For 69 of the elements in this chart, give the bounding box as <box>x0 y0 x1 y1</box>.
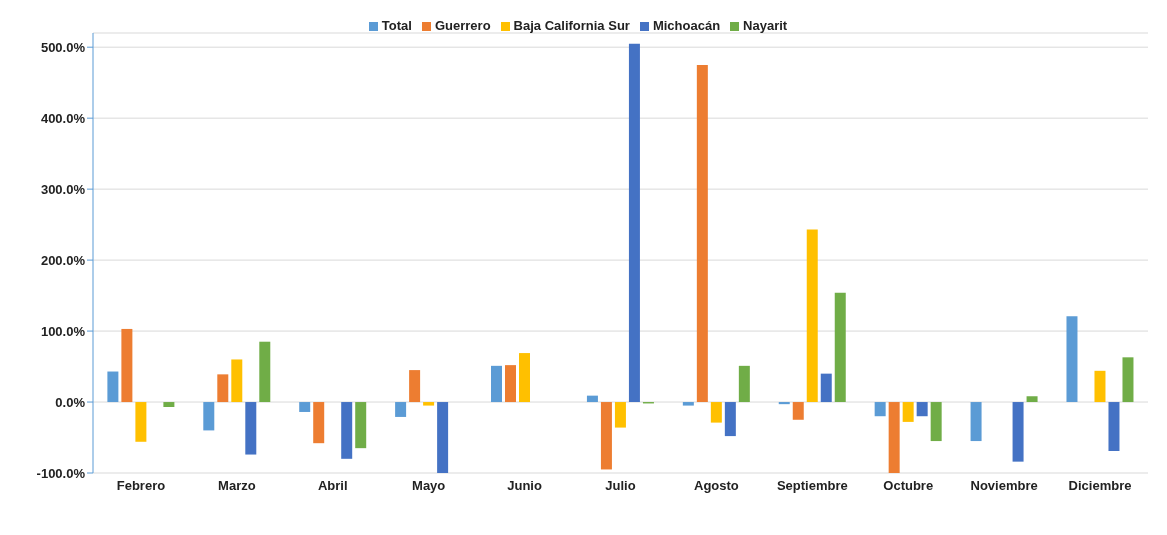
bar <box>628 43 640 403</box>
bar <box>820 373 832 403</box>
bar <box>259 341 271 403</box>
bar <box>423 402 435 406</box>
bar <box>163 402 175 407</box>
bar <box>395 402 407 417</box>
x-tick-label: Febrero <box>116 478 166 494</box>
x-tick-label: Diciembre <box>1068 478 1132 494</box>
bar <box>203 402 215 431</box>
bar <box>586 395 598 403</box>
x-tick-label: Septiembre <box>776 478 848 494</box>
bar <box>916 402 928 417</box>
y-tick-label: 0.0% <box>55 394 86 410</box>
bar <box>696 64 708 403</box>
x-tick-label: Noviembre <box>970 478 1038 494</box>
y-tick-label: -100.0% <box>36 465 86 481</box>
bar <box>792 402 804 420</box>
x-tick-label: Abril <box>317 478 348 494</box>
bar <box>135 402 147 442</box>
legend-label: Nayarit <box>743 18 788 33</box>
bar <box>107 371 119 403</box>
bar <box>231 359 243 403</box>
y-tick-label: 200.0% <box>40 252 86 268</box>
bar <box>600 402 612 470</box>
bar <box>437 402 449 473</box>
bar <box>121 328 133 403</box>
x-tick-label: Agosto <box>694 478 739 494</box>
bar <box>1026 396 1038 403</box>
bar <box>313 402 325 444</box>
bar <box>409 370 421 403</box>
bar <box>738 365 750 403</box>
bar <box>970 402 982 442</box>
bar <box>724 402 736 437</box>
legend-label: Michoacán <box>652 18 721 33</box>
y-tick-label: 100.0% <box>40 323 86 339</box>
bar <box>1066 316 1078 403</box>
bar <box>355 402 367 449</box>
bar <box>930 402 942 442</box>
bar <box>710 402 722 423</box>
legend-label: Baja California Sur <box>513 18 630 33</box>
legend-label: Total <box>381 18 412 33</box>
bar <box>491 365 503 403</box>
bar <box>1122 357 1134 403</box>
bar <box>682 402 694 406</box>
bar <box>874 402 886 417</box>
bar <box>245 402 257 455</box>
bar <box>902 402 914 422</box>
bar <box>778 402 790 405</box>
bar <box>1012 402 1024 462</box>
bar <box>217 374 229 403</box>
bar <box>519 353 531 403</box>
bar <box>614 402 626 428</box>
x-tick-label: Marzo <box>218 478 256 494</box>
bar <box>1094 370 1106 403</box>
bar <box>505 365 517 403</box>
bar <box>834 292 846 403</box>
x-tick-label: Octubre <box>883 478 934 494</box>
y-tick-label: 400.0% <box>40 110 86 126</box>
bar <box>888 402 900 473</box>
x-tick-label: Mayo <box>412 478 446 494</box>
bar <box>806 229 818 403</box>
bar <box>299 402 311 412</box>
x-tick-label: Julio <box>605 478 636 494</box>
x-tick-label: Junio <box>507 478 542 494</box>
y-tick-label: 500.0% <box>40 39 86 55</box>
legend-label: Guerrero <box>434 18 491 33</box>
y-tick-label: 300.0% <box>40 181 86 197</box>
bar <box>341 402 353 459</box>
bar <box>1108 402 1120 451</box>
